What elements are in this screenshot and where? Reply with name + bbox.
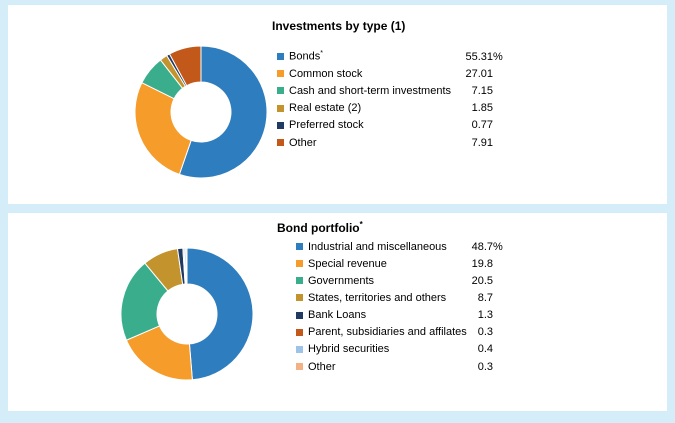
legend-label: Other	[308, 360, 336, 373]
legend-item: Other 7.91	[277, 134, 517, 151]
investments-by-type-card: Investments by type (1) Bonds* 55.31% Comm…	[8, 5, 667, 204]
legend-swatch	[296, 363, 303, 371]
legend-value: 0.3	[393, 324, 507, 341]
legend-swatch	[296, 277, 303, 285]
legend-value: 0.77	[393, 117, 507, 134]
legend-value: 8.7	[393, 289, 507, 306]
legend-swatch	[296, 328, 303, 336]
donut-slice	[134, 82, 192, 175]
legend-value-unit: %	[493, 50, 503, 63]
legend-value-number: 7.91	[471, 136, 493, 149]
legend-label: Special revenue	[308, 257, 387, 270]
donut-chart	[134, 45, 268, 179]
legend-item: Industrial and miscellaneous 48.7%	[296, 238, 536, 255]
legend-value-number: 1.3	[477, 309, 493, 322]
legend-label: Industrial and miscellaneous	[308, 240, 447, 253]
legend-value: 1.85	[393, 100, 507, 117]
legend-swatch	[296, 311, 303, 319]
legend-item: Hybrid securities 0.4	[296, 341, 536, 358]
legend-value: 55.31%	[393, 48, 507, 65]
legend-value-number: 0.3	[477, 326, 493, 339]
legend-value-unit: %	[493, 240, 503, 253]
legend-label: Common stock	[289, 67, 363, 80]
legend-swatch	[277, 104, 284, 112]
donut-slice	[186, 247, 254, 381]
legend-swatch	[277, 139, 284, 147]
legend-item: Special revenue 19.8	[296, 255, 536, 272]
legend-value: 0.3	[393, 358, 507, 375]
legend-swatch	[277, 70, 284, 78]
chart-title-text: Investments by type (1)	[272, 19, 406, 33]
legend-label-footnote-marker: *	[320, 50, 323, 58]
legend-item: Governments 20.5	[296, 272, 536, 289]
legend-swatch	[296, 260, 303, 268]
legend-label: Cash and short-term investments	[289, 84, 452, 97]
legend-value: 0.4	[393, 341, 507, 358]
legend-label: Real estate (2)	[289, 102, 362, 115]
legend-value: 27.01	[393, 65, 507, 82]
legend-label: States, territories and others	[308, 291, 447, 304]
legend-item: States, territories and others 8.7	[296, 289, 536, 306]
legend: Industrial and miscellaneous 48.7% Special…	[296, 238, 536, 375]
legend-label: Parent, subsidiaries and affilates	[308, 326, 467, 339]
legend-label: Bonds*	[289, 50, 323, 63]
legend: Bonds* 55.31% Common stock 27.01 Cash and sh…	[277, 48, 517, 151]
legend-item: Common stock 27.01	[277, 65, 517, 82]
legend-item: Bonds* 55.31%	[277, 48, 517, 65]
legend-value-number: 7.15	[471, 84, 493, 97]
legend-label: Preferred stock	[289, 119, 364, 132]
legend-item: Real estate (2) 1.85	[277, 100, 517, 117]
legend-value: 48.7%	[393, 238, 507, 255]
legend-swatch	[296, 294, 303, 302]
legend-value: 20.5	[393, 272, 507, 289]
legend-value: 7.91	[393, 134, 507, 151]
bond-portfolio-card: Bond portfolio* Industrial and miscellan…	[8, 213, 667, 411]
legend-value-number: 0.3	[477, 360, 493, 373]
chart-title: Investments by type (1)	[272, 18, 405, 33]
legend-item: Parent, subsidiaries and affilates 0.3	[296, 324, 536, 341]
legend-value-number: 19.8	[471, 257, 493, 270]
legend-swatch	[277, 121, 284, 129]
legend-item: Cash and short-term investments 7.15	[277, 82, 517, 99]
legend-value-number: 48.7	[471, 240, 493, 253]
legend-value-number: 1.85	[471, 102, 493, 115]
legend-item: Bank Loans 1.3	[296, 307, 536, 324]
legend-value: 1.3	[393, 307, 507, 324]
legend-value-number: 55.31	[465, 50, 493, 63]
legend-item: Other 0.3	[296, 358, 536, 375]
chart-title-footnote-marker: *	[359, 220, 363, 229]
donut-slice	[185, 247, 188, 285]
legend-swatch	[296, 345, 303, 353]
legend-label: Hybrid securities	[308, 343, 390, 356]
legend-value-number: 27.01	[465, 67, 493, 80]
legend-label: Governments	[308, 274, 375, 287]
legend-label: Bank Loans	[308, 309, 367, 322]
chart-title-text: Bond portfolio	[277, 221, 360, 235]
legend-value-number: 20.5	[471, 274, 493, 287]
legend-item: Preferred stock 0.77	[277, 117, 517, 134]
legend-value-number: 0.77	[471, 119, 493, 132]
legend-swatch	[277, 53, 284, 61]
chart-title: Bond portfolio*	[277, 220, 363, 235]
donut-chart	[120, 247, 254, 381]
legend-value: 19.8	[393, 255, 507, 272]
legend-swatch	[277, 87, 284, 95]
legend-value-number: 8.7	[477, 291, 493, 304]
legend-label: Other	[289, 136, 317, 149]
legend-value: 7.15	[393, 82, 507, 99]
legend-swatch	[296, 243, 303, 251]
legend-value-number: 0.4	[477, 343, 493, 356]
donut-slice	[168, 45, 202, 87]
